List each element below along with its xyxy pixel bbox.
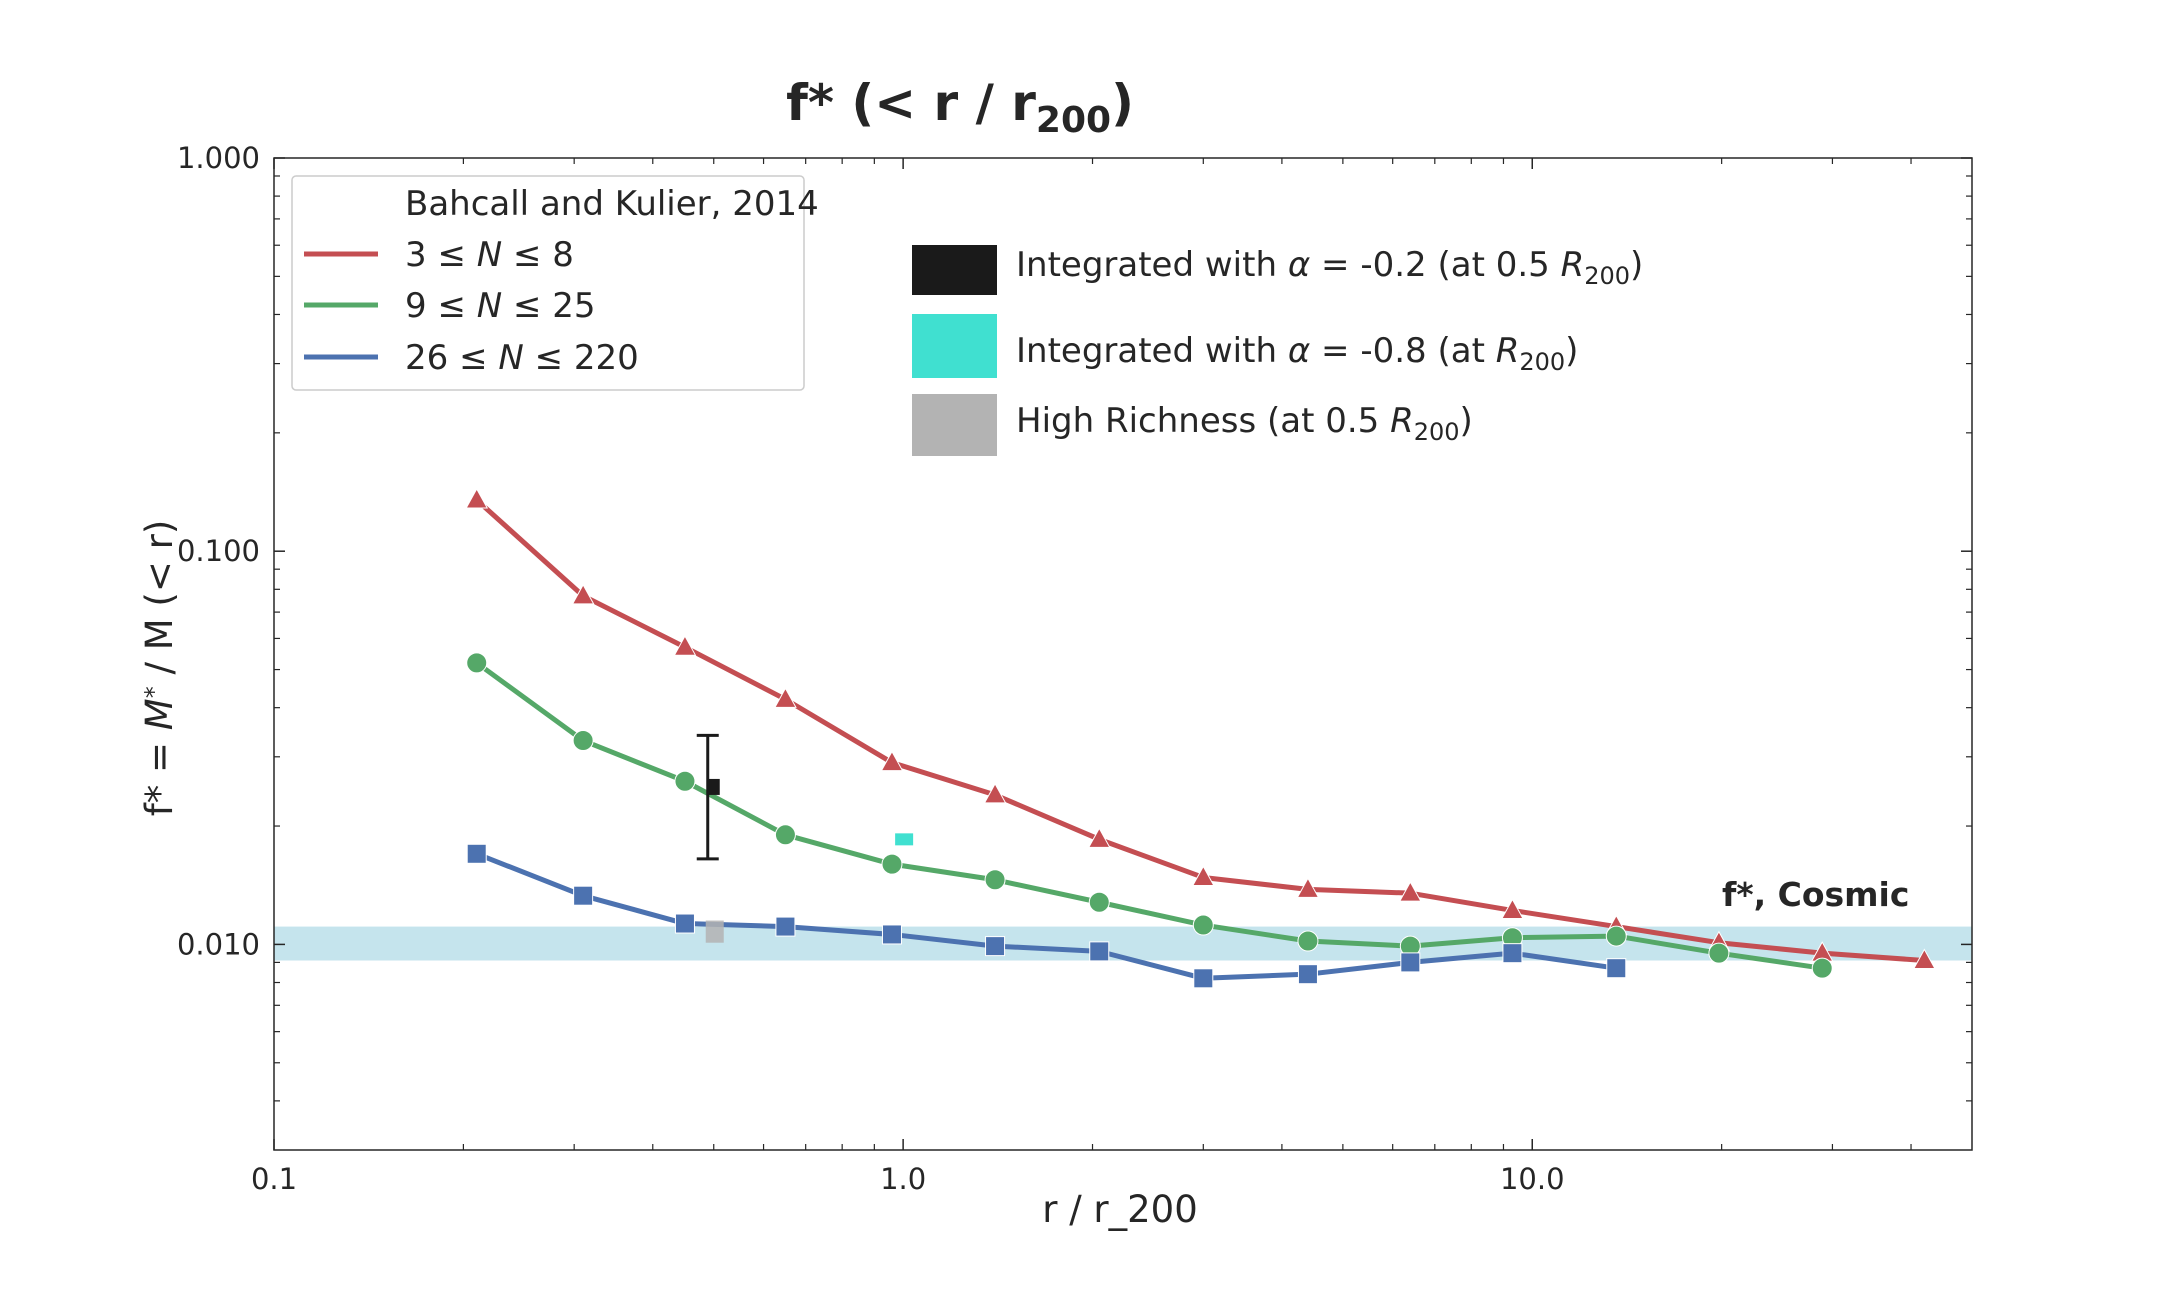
x-tick-label: 0.1 (251, 1162, 297, 1196)
svg-text:26 ≤ N ≤ 220: 26 ≤ N ≤ 220 (405, 338, 639, 378)
point-legend: Integrated with α = -0.2 (at 0.5 R200) I… (912, 245, 1643, 456)
data-point-s2-13 (1708, 942, 1730, 964)
series-line-3 (475, 851, 1617, 981)
y-tick-label: 0.100 (177, 534, 260, 568)
data-point-s2-5 (881, 853, 903, 875)
data-point-s3-3 (674, 913, 695, 934)
data-point-s1-5 (880, 750, 904, 772)
legend: Bahcall and Kulier, 2014 3 ≤ N ≤ 8 9 ≤ N… (291, 175, 819, 391)
svg-text:Integrated with α = -0.8 (at R: Integrated with α = -0.8 (at R200) (1016, 331, 1578, 376)
chart-title: f* (< r / r200) (786, 74, 1134, 141)
y-tick-label: 0.010 (177, 927, 260, 961)
data-point-s3-6 (985, 936, 1006, 957)
data-point-s1-15 (1913, 948, 1936, 970)
series-layer (465, 487, 1936, 989)
point-legend-entry-2: Integrated with α = -0.8 (at R200) (912, 314, 1578, 378)
svg-text:High Richness (at 0.5 R200): High Richness (at 0.5 R200) (1016, 401, 1473, 446)
point-marker-1 (707, 778, 720, 795)
svg-text:3 ≤ N ≤ 8: 3 ≤ N ≤ 8 (405, 235, 574, 275)
legend-entry-1: 3 ≤ N ≤ 8 (304, 235, 574, 275)
data-point-s2-3 (674, 770, 696, 792)
points-layer (696, 733, 914, 943)
point-marker-3 (705, 920, 724, 943)
axes-layer: 0.1 1.0 10.0 0.010 0.100 1.000 (177, 141, 1973, 1196)
data-point-s1-3 (673, 635, 697, 656)
svg-text:Integrated with α = -0.2 (at 0: Integrated with α = -0.2 (at 0.5 R200) (1016, 245, 1643, 290)
data-point-s2-6 (984, 869, 1006, 891)
x-tick-label: 10.0 (1500, 1162, 1565, 1196)
svg-text:9 ≤ N ≤ 25: 9 ≤ N ≤ 25 (405, 286, 596, 326)
legend-entry-3: 26 ≤ N ≤ 220 (304, 338, 639, 378)
data-point-s1-9 (1296, 877, 1320, 898)
y-tick-label: 1.000 (177, 141, 260, 175)
data-point-s2-8 (1192, 914, 1214, 936)
data-point-s3-5 (881, 924, 902, 945)
data-point-s1-8 (1191, 865, 1215, 886)
data-point-s2-7 (1088, 891, 1110, 913)
data-point-s2-2 (572, 730, 594, 752)
legend-title: Bahcall and Kulier, 2014 (405, 184, 819, 224)
x-tick-label: 1.0 (880, 1162, 926, 1196)
data-point-s3-11 (1502, 943, 1523, 964)
data-point-s1-7 (1087, 827, 1111, 848)
data-point-s3-7 (1089, 941, 1110, 962)
data-point-s2-9 (1297, 930, 1319, 952)
data-point-s3-9 (1297, 964, 1318, 985)
data-point-s3-8 (1193, 968, 1214, 989)
data-point-s3-4 (775, 916, 796, 937)
data-point-s1-11 (1501, 898, 1524, 919)
data-point-s3-12 (1606, 958, 1627, 979)
y-axis-label: f* = M* / M (< r) (138, 520, 181, 817)
point-legend-entry-1: Integrated with α = -0.2 (at 0.5 R200) (912, 245, 1643, 295)
data-point-s2-14 (1811, 957, 1833, 979)
data-point-s1-10 (1398, 881, 1422, 902)
data-point-s1-1 (465, 487, 489, 509)
point-marker-2 (895, 833, 914, 846)
cosmic-band (274, 926, 1972, 961)
legend-entry-2: 9 ≤ N ≤ 25 (304, 286, 596, 326)
data-point-s3-1 (466, 843, 487, 864)
series-line-1 (475, 498, 1925, 964)
data-point-s2-1 (466, 652, 488, 674)
plot-frame (273, 157, 1973, 1151)
cosmic-band-layer (274, 926, 1972, 961)
data-point-s3-2 (573, 885, 594, 906)
x-axis-label: r / r_200 (1042, 1188, 1198, 1231)
data-point-s2-4 (774, 824, 796, 846)
series-line-2 (475, 660, 1823, 971)
data-point-s1-6 (983, 782, 1007, 804)
data-point-s1-4 (774, 687, 797, 708)
data-point-s3-10 (1400, 952, 1421, 973)
data-point-s2-12 (1605, 925, 1627, 947)
point-legend-entry-3: High Richness (at 0.5 R200) (912, 394, 1473, 456)
data-point-s1-2 (571, 583, 595, 605)
cosmic-band-label: f*, Cosmic (1722, 875, 1909, 914)
